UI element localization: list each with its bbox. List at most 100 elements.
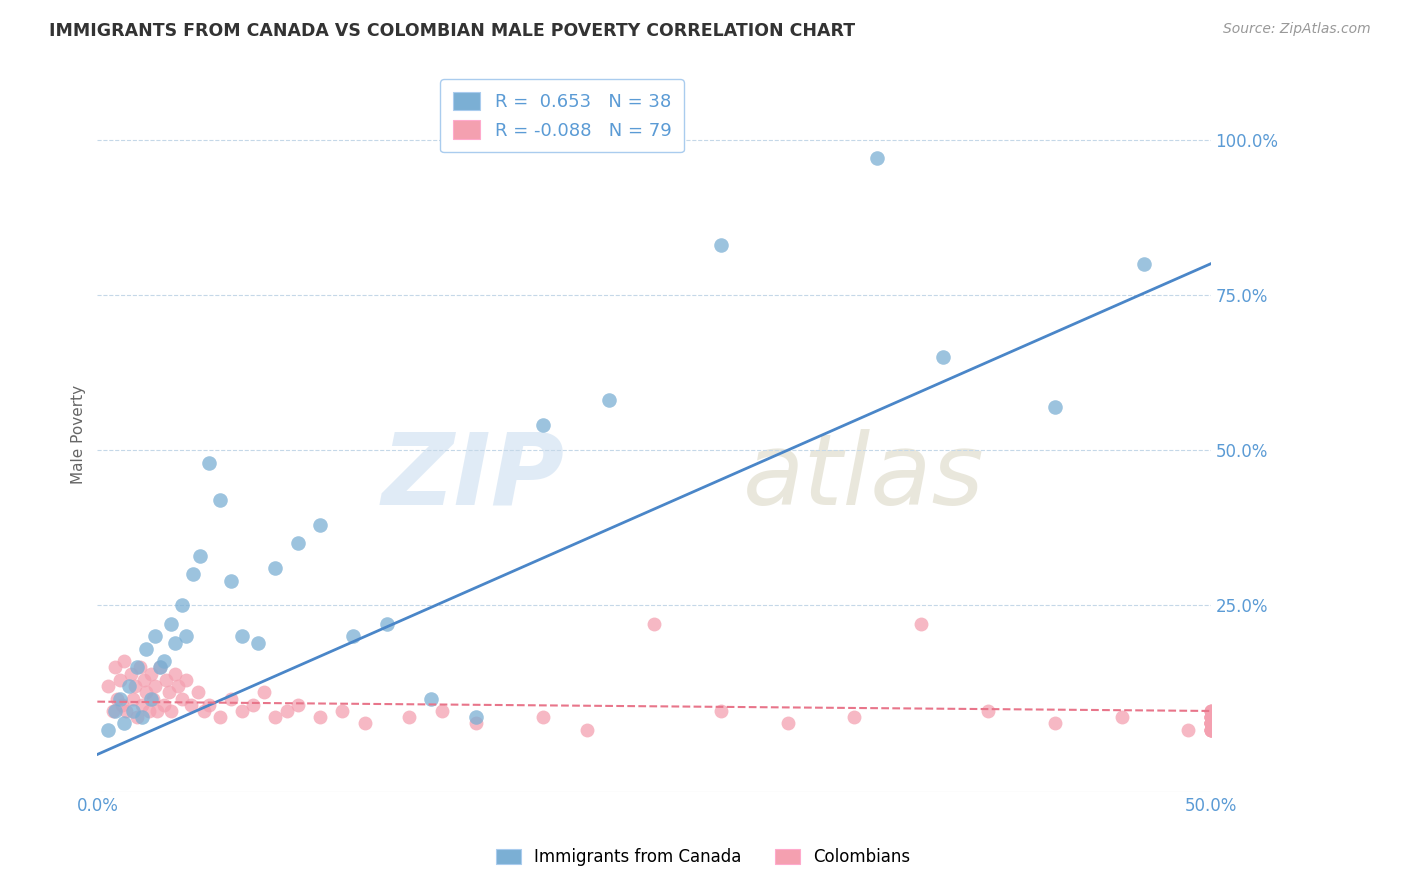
Point bbox=[1111, 710, 1133, 724]
Point bbox=[710, 238, 733, 252]
Point bbox=[117, 679, 139, 693]
Point bbox=[1199, 716, 1222, 731]
Point bbox=[643, 617, 665, 632]
Point bbox=[132, 673, 155, 687]
Point bbox=[1199, 704, 1222, 718]
Point bbox=[353, 716, 375, 731]
Point bbox=[1133, 257, 1156, 271]
Point bbox=[844, 710, 866, 724]
Point bbox=[1199, 704, 1222, 718]
Point bbox=[149, 660, 172, 674]
Point bbox=[1199, 723, 1222, 737]
Point bbox=[101, 704, 124, 718]
Point bbox=[1199, 710, 1222, 724]
Point bbox=[193, 704, 215, 718]
Point bbox=[197, 456, 219, 470]
Point bbox=[932, 350, 955, 364]
Point bbox=[153, 698, 176, 712]
Point bbox=[104, 704, 127, 718]
Point bbox=[142, 691, 165, 706]
Point bbox=[166, 679, 188, 693]
Point bbox=[231, 704, 253, 718]
Y-axis label: Male Poverty: Male Poverty bbox=[72, 385, 86, 484]
Point bbox=[276, 704, 298, 718]
Point bbox=[165, 666, 187, 681]
Point bbox=[97, 723, 120, 737]
Point bbox=[1199, 716, 1222, 731]
Text: Source: ZipAtlas.com: Source: ZipAtlas.com bbox=[1223, 22, 1371, 37]
Point bbox=[287, 536, 309, 550]
Point bbox=[242, 698, 264, 712]
Point bbox=[253, 685, 276, 699]
Point bbox=[1199, 716, 1222, 731]
Point bbox=[398, 710, 420, 724]
Point bbox=[135, 641, 157, 656]
Point bbox=[1199, 723, 1222, 737]
Point bbox=[1199, 723, 1222, 737]
Point bbox=[165, 635, 187, 649]
Point bbox=[197, 698, 219, 712]
Point bbox=[464, 716, 486, 731]
Point bbox=[1199, 716, 1222, 731]
Text: atlas: atlas bbox=[742, 429, 984, 526]
Point bbox=[180, 698, 202, 712]
Point bbox=[531, 418, 554, 433]
Text: IMMIGRANTS FROM CANADA VS COLOMBIAN MALE POVERTY CORRELATION CHART: IMMIGRANTS FROM CANADA VS COLOMBIAN MALE… bbox=[49, 22, 855, 40]
Point bbox=[309, 517, 332, 532]
Point bbox=[157, 685, 180, 699]
Point bbox=[776, 716, 799, 731]
Point bbox=[287, 698, 309, 712]
Point bbox=[128, 660, 150, 674]
Point bbox=[139, 666, 162, 681]
Point bbox=[149, 660, 172, 674]
Point bbox=[264, 561, 287, 575]
Point bbox=[598, 393, 620, 408]
Point bbox=[170, 691, 193, 706]
Point bbox=[188, 549, 211, 563]
Point bbox=[342, 629, 364, 643]
Point bbox=[153, 654, 176, 668]
Point bbox=[219, 574, 242, 588]
Point bbox=[170, 599, 193, 613]
Point bbox=[187, 685, 209, 699]
Point bbox=[1199, 710, 1222, 724]
Point bbox=[155, 673, 177, 687]
Point bbox=[131, 698, 153, 712]
Text: ZIP: ZIP bbox=[382, 429, 565, 526]
Point bbox=[131, 710, 153, 724]
Point bbox=[866, 151, 889, 165]
Point bbox=[1177, 723, 1199, 737]
Point bbox=[1199, 710, 1222, 724]
Point bbox=[1043, 400, 1066, 414]
Point bbox=[104, 660, 127, 674]
Point bbox=[1199, 716, 1222, 731]
Point bbox=[219, 691, 242, 706]
Point bbox=[375, 617, 398, 632]
Point bbox=[1199, 716, 1222, 731]
Point bbox=[127, 710, 149, 724]
Point bbox=[246, 635, 269, 649]
Point bbox=[108, 673, 131, 687]
Point bbox=[111, 698, 134, 712]
Point bbox=[143, 629, 166, 643]
Point bbox=[1199, 710, 1222, 724]
Point bbox=[1199, 710, 1222, 724]
Point bbox=[143, 679, 166, 693]
Point bbox=[181, 567, 204, 582]
Point bbox=[264, 710, 287, 724]
Point bbox=[176, 629, 198, 643]
Point bbox=[139, 691, 162, 706]
Point bbox=[977, 704, 1000, 718]
Point bbox=[138, 704, 160, 718]
Point bbox=[105, 691, 128, 706]
Point bbox=[464, 710, 486, 724]
Legend: Immigrants from Canada, Colombians: Immigrants from Canada, Colombians bbox=[489, 842, 917, 873]
Legend: R =  0.653   N = 38, R = -0.088   N = 79: R = 0.653 N = 38, R = -0.088 N = 79 bbox=[440, 79, 683, 153]
Point bbox=[124, 679, 146, 693]
Point bbox=[108, 691, 131, 706]
Point bbox=[208, 492, 231, 507]
Point bbox=[112, 716, 135, 731]
Point bbox=[120, 666, 142, 681]
Point bbox=[122, 704, 145, 718]
Point bbox=[1199, 723, 1222, 737]
